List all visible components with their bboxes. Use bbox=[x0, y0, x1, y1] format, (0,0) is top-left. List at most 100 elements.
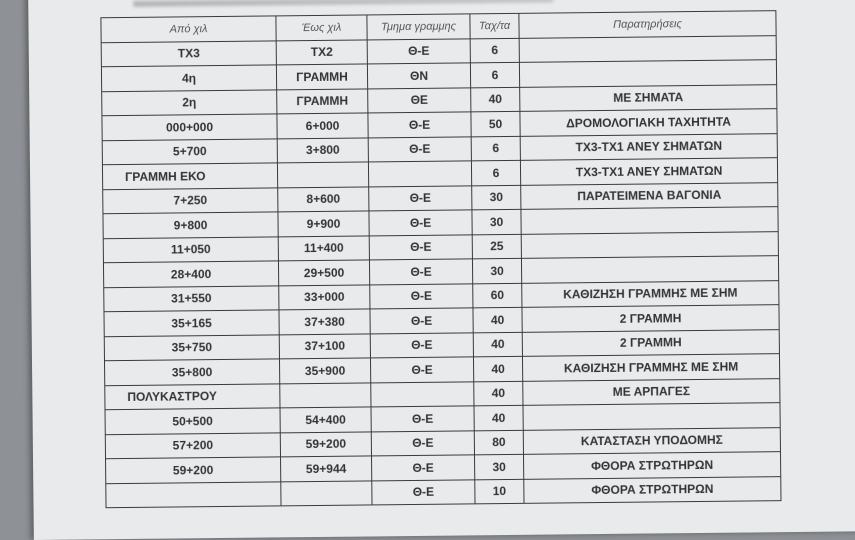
cell-speed: 6 bbox=[470, 37, 520, 63]
cell-line-section: Θ-Ε bbox=[367, 111, 472, 138]
header-remarks: Παρατηρήσεις bbox=[518, 10, 777, 38]
cell-to-km: 3+800 bbox=[277, 137, 369, 163]
cell-speed: 60 bbox=[472, 282, 522, 308]
cell-from-km: 7+250 bbox=[102, 187, 278, 214]
cell-from-km: 11+050 bbox=[103, 236, 279, 263]
cell-line-section: Θ-Ε bbox=[370, 332, 474, 358]
cell-from-km: 000+000 bbox=[101, 113, 278, 141]
cell-to-km: ΤΧ2 bbox=[276, 39, 368, 65]
cell-speed: 25 bbox=[472, 233, 522, 259]
cell-to-km bbox=[280, 480, 373, 506]
cell-from-km: 35+800 bbox=[104, 358, 280, 386]
cell-speed: 80 bbox=[474, 429, 524, 455]
cell-line-section: Θ-Ε bbox=[370, 405, 475, 432]
cell-speed: 6 bbox=[471, 135, 521, 161]
cell-remarks bbox=[522, 402, 781, 430]
cell-from-km: ΓΡΑΜΜΗ ΕΚΟ bbox=[102, 162, 278, 190]
cell-speed: 30 bbox=[471, 184, 521, 210]
cell-speed: 30 bbox=[472, 258, 522, 284]
cell-from-km: 9+800 bbox=[102, 211, 279, 239]
cell-speed: 40 bbox=[473, 356, 523, 382]
cell-speed: 40 bbox=[473, 405, 524, 431]
cell-line-section: Θ-Ε bbox=[369, 283, 473, 309]
header-from-km: Από χιλ bbox=[100, 15, 277, 43]
cell-remarks bbox=[519, 35, 777, 63]
cell-to-km: ΓΡΑΜΜΗ bbox=[276, 63, 368, 90]
cell-remarks bbox=[521, 231, 779, 259]
cell-line-section: Θ-Ε bbox=[367, 38, 471, 64]
cell-from-km: 59+200 bbox=[105, 456, 281, 484]
cell-line-section: Θ-Ε bbox=[370, 356, 474, 383]
cell-remarks: ΜΕ ΑΡΠΑΓΕΣ bbox=[522, 378, 780, 406]
cell-line-section: Θ-Ε bbox=[371, 430, 475, 456]
cell-remarks: ΔΡΟΜΟΛΟΓΙΑΚΗ ΤΑΧΗΤΗΤΑ bbox=[519, 108, 778, 136]
cell-from-km: 2η bbox=[101, 89, 277, 116]
cell-line-section: Θ-Ε bbox=[369, 234, 473, 260]
cell-to-km: 6+000 bbox=[276, 112, 369, 139]
cell-remarks: ΠΑΡΑΤΕΙΜΕΝΑ ΒΑΓΟΝΙΑ bbox=[520, 182, 778, 210]
cell-line-section: ΘΕ bbox=[367, 87, 471, 113]
cell-from-km: ΤΧ3 bbox=[101, 40, 277, 67]
cell-remarks: ΚΑΘΙΖΗΣΗ ΓΡΑΜΜΗΣ ΜΕ ΣΗΜ bbox=[522, 353, 780, 381]
cell-to-km: 29+500 bbox=[278, 259, 370, 286]
cell-from-km: 31+550 bbox=[103, 285, 279, 312]
speed-restrictions-table: Από χιλ Έως χιλ Τμημα γραμμης Ταχ/τα Παρ… bbox=[100, 10, 781, 508]
cell-to-km: 37+100 bbox=[279, 333, 371, 359]
cell-speed: 40 bbox=[470, 86, 520, 112]
blurred-heading-line bbox=[133, 0, 554, 7]
cell-to-km: 35+900 bbox=[279, 357, 371, 384]
cell-to-km: 33+000 bbox=[278, 284, 370, 310]
cell-from-km: 35+750 bbox=[104, 334, 280, 361]
cell-line-section bbox=[370, 381, 474, 407]
cell-to-km bbox=[279, 382, 371, 408]
cell-speed: 40 bbox=[473, 380, 523, 406]
cell-remarks: ΤΧ3-ΤΧ1 ΑΝΕΥ ΣΗΜΑΤΩΝ bbox=[520, 157, 778, 185]
cell-to-km: 9+900 bbox=[277, 210, 370, 237]
cell-line-section: Θ-Ε bbox=[371, 454, 475, 481]
cell-line-section: Θ-Ε bbox=[371, 479, 476, 505]
cell-from-km: 28+400 bbox=[103, 260, 279, 288]
cell-to-km: ΓΡΑΜΜΗ bbox=[276, 88, 368, 114]
cell-from-km bbox=[105, 481, 282, 508]
cell-speed: 6 bbox=[471, 160, 521, 186]
cell-to-km: 37+380 bbox=[278, 308, 371, 335]
header-speed: Ταχ/τα bbox=[469, 13, 520, 39]
cell-speed: 40 bbox=[472, 307, 523, 333]
cell-to-km: 54+400 bbox=[279, 406, 372, 433]
cell-line-section: Θ-Ε bbox=[368, 209, 473, 236]
cell-to-km: 59+200 bbox=[280, 431, 372, 457]
cell-line-section: Θ-Ε bbox=[369, 307, 474, 334]
cell-remarks bbox=[520, 206, 779, 234]
cell-to-km: 59+944 bbox=[280, 455, 372, 482]
cell-remarks: ΤΧ3-ΤΧ1 ΑΝΕΥ ΣΗΜΑΤΩΝ bbox=[520, 133, 778, 161]
cell-speed: 40 bbox=[473, 331, 523, 357]
cell-remarks: ΚΑΘΙΖΗΣΗ ΓΡΑΜΜΗΣ ΜΕ ΣΗΜ bbox=[521, 280, 779, 308]
cell-line-section: Θ-Ε bbox=[368, 185, 472, 211]
cell-line-section: Θ-Ε bbox=[369, 258, 473, 285]
cell-speed: 50 bbox=[470, 111, 521, 137]
header-line-section: Τμημα γραμμης bbox=[366, 13, 471, 40]
cell-line-section: ΘΝ bbox=[367, 62, 471, 89]
header-to-km: Έως χιλ bbox=[275, 14, 368, 41]
cell-remarks: 2 ΓΡΑΜΜΗ bbox=[522, 329, 780, 357]
cell-speed: 30 bbox=[474, 454, 524, 480]
cell-from-km: 50+500 bbox=[105, 407, 281, 435]
document-page: Από χιλ Έως χιλ Τμημα γραμμης Ταχ/τα Παρ… bbox=[28, 0, 855, 540]
cell-to-km bbox=[277, 161, 369, 188]
cell-line-section: Θ-Ε bbox=[368, 136, 472, 162]
cell-speed: 30 bbox=[471, 209, 522, 235]
cell-remarks: ΚΑΤΑΣΤΑΣΗ ΥΠΟΔΟΜΗΣ bbox=[523, 427, 781, 455]
cell-remarks bbox=[519, 59, 777, 87]
cell-to-km: 8+600 bbox=[277, 186, 369, 212]
cell-to-km: 11+400 bbox=[278, 235, 370, 261]
cell-remarks: 2 ΓΡΑΜΜΗ bbox=[521, 304, 780, 332]
cell-remarks: ΦΘΟΡΑ ΣΤΡΩΤΗΡΩΝ bbox=[523, 476, 781, 504]
cell-from-km: ΠΟΛΥΚΑΣΤΡΟΥ bbox=[104, 383, 280, 410]
cell-from-km: 4η bbox=[101, 64, 277, 92]
cell-speed: 6 bbox=[470, 62, 520, 88]
cell-remarks: ΦΘΟΡΑ ΣΤΡΩΤΗΡΩΝ bbox=[523, 451, 781, 479]
cell-from-km: 5+700 bbox=[102, 138, 278, 165]
cell-line-section bbox=[368, 160, 472, 187]
cell-from-km: 35+165 bbox=[103, 309, 280, 337]
cell-speed: 10 bbox=[474, 478, 525, 504]
